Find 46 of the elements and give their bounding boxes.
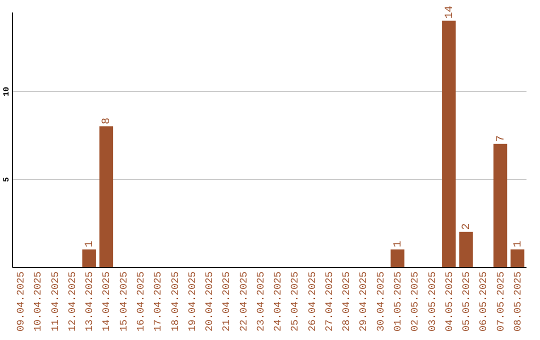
x-tick-label: 19.04.2025 <box>188 272 199 332</box>
bar <box>459 232 473 267</box>
x-tick-label: 13.04.2025 <box>85 272 96 332</box>
x-tick-label: 15.04.2025 <box>119 272 130 332</box>
data-label: 14 <box>444 5 456 19</box>
x-tick-label: 10.04.2025 <box>34 272 45 332</box>
x-tick-label: 24.04.2025 <box>274 272 285 332</box>
x-tick-label: 16.04.2025 <box>136 272 148 332</box>
x-tick-label: 01.05.2025 <box>394 272 404 332</box>
x-tick-label: 20.04.2025 <box>205 272 216 332</box>
x-tick-label: 05.05.2025 <box>462 272 474 332</box>
x-tick-label: 04.05.2025 <box>444 272 456 332</box>
data-label: 2 <box>461 223 474 230</box>
x-tick-label: 14.04.2025 <box>102 272 114 332</box>
data-label: 1 <box>512 240 524 248</box>
x-tick-label: 03.05.2025 <box>428 272 439 332</box>
x-tick-label: 29.04.2025 <box>359 272 370 332</box>
data-label: 8 <box>101 118 114 124</box>
bar <box>493 144 508 267</box>
bar <box>82 249 96 267</box>
bar <box>510 249 524 267</box>
x-tick-label: 07.05.2025 <box>496 272 508 332</box>
x-tick-label: 17.04.2025 <box>154 272 165 332</box>
bar <box>99 126 114 267</box>
x-tick-label: 30.04.2025 <box>376 272 388 332</box>
x-tick-label: 22.04.2025 <box>239 272 250 332</box>
x-tick-label: 09.04.2025 <box>16 272 28 332</box>
x-tick-label: 12.04.2025 <box>68 272 79 332</box>
data-label: 7 <box>495 135 508 142</box>
bar <box>442 20 456 267</box>
x-tick-label: 26.04.2025 <box>308 272 319 332</box>
x-tick-label: 06.05.2025 <box>479 272 490 332</box>
x-tick-label: 18.04.2025 <box>170 272 182 332</box>
x-tick-label: 11.04.2025 <box>50 272 62 332</box>
data-label: 1 <box>392 240 404 248</box>
y-tick-label: 5 <box>2 176 12 182</box>
x-tick-label: 02.05.2025 <box>410 272 422 332</box>
x-tick-label: 23.04.2025 <box>256 272 268 332</box>
x-tick-label: 27.04.2025 <box>324 272 336 332</box>
data-label: 1 <box>84 240 96 248</box>
x-tick-label: 25.04.2025 <box>290 272 302 332</box>
x-tick-label: 21.04.2025 <box>222 272 234 332</box>
bar <box>390 249 404 267</box>
x-tick-label: 28.04.2025 <box>342 272 354 332</box>
x-tick-label: 08.05.2025 <box>513 272 524 332</box>
y-tick-label: 10 <box>2 86 12 96</box>
